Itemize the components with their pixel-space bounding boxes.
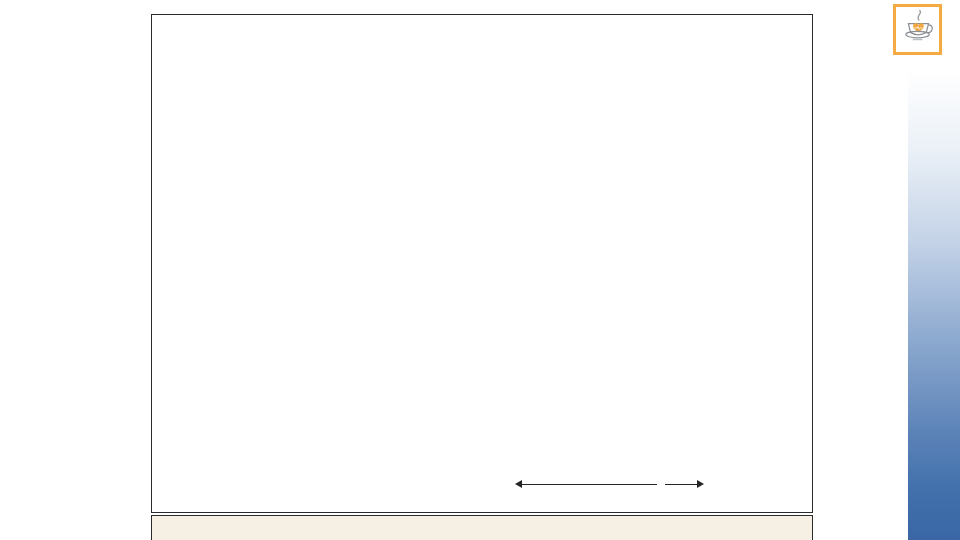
logo-badge (893, 4, 942, 55)
coffee-cup-heart-icon (897, 6, 939, 54)
presentation-slide (0, 0, 960, 540)
table-header (152, 15, 812, 512)
figure-caption (151, 515, 813, 540)
side-gradient-band (908, 0, 960, 540)
forest-plot-figure (151, 14, 813, 513)
